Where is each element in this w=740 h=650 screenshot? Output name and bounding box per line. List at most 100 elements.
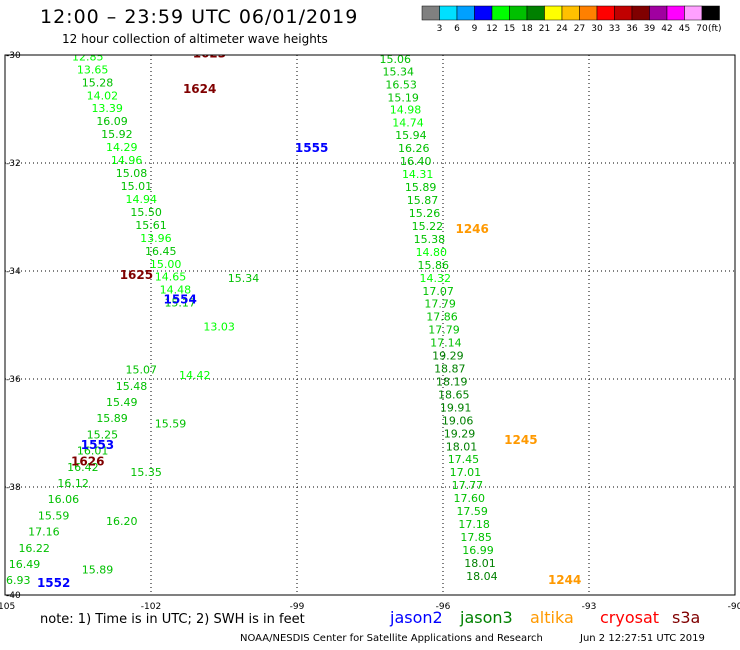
swh-value-label: 15.92 [101,128,133,141]
colorbar-tick-label: 27 [574,24,585,34]
swh-value-label: 17.07 [422,285,454,298]
swh-value-label: 14.94 [126,193,158,206]
legend-s3a: s3a [672,608,701,627]
swh-value-label: 16.53 [385,78,417,91]
swh-value-label: 17.85 [460,531,492,544]
pass-time-label: 1245 [504,433,537,447]
colorbar-swatch [509,5,528,21]
colorbar-swatch [701,5,720,21]
swh-value-label: 14.02 [87,89,119,102]
colorbar-tick-label: 70 [696,24,708,34]
colorbar-tick-label: 36 [626,24,638,34]
swh-value-label: 13.96 [140,232,172,245]
colorbar-tick-label: 21 [539,24,550,34]
x-tick-label: -99 [290,602,305,612]
pass-time-label: 1246 [455,222,488,236]
swh-value-label: 17.77 [452,479,484,492]
colorbar-tick-label: 3 [437,24,443,34]
x-tick-label: -102 [141,602,161,612]
swh-value-label: 14.74 [392,116,424,129]
pass-time-label: 1554 [163,292,196,306]
y-tick-label: -36 [6,375,21,385]
swh-value-label: 18.87 [434,363,466,376]
swh-value-label: 12.85 [72,50,104,63]
swh-value-label: 15.61 [135,219,167,232]
swh-value-label: 14.32 [419,272,451,285]
pass-time-label: 1552 [37,576,70,590]
swh-value-label: 18.04 [466,570,498,583]
swh-value-label: 17.45 [448,453,480,466]
swh-value-label: 18.01 [464,557,496,570]
swh-value-label: 15.89 [96,412,128,425]
swh-value-label: 17.01 [450,466,482,479]
swh-value-label: 17.86 [426,311,458,324]
colorbar-tick-label: 15 [504,24,515,34]
swh-value-label: 15.26 [409,207,441,220]
swh-value-label: 15.86 [418,259,450,272]
swh-value-label: 15.00 [150,258,182,271]
swh-value-label: 15.34 [228,272,260,285]
swh-value-label: 15.19 [387,91,419,104]
swh-value-label: 16.40 [400,155,432,168]
y-tick-label: -38 [6,483,21,493]
x-tick-label: -90 [728,602,740,612]
legend-altika: altika [530,608,574,627]
y-tick-label: -32 [6,159,21,169]
swh-value-label: 15.22 [412,220,444,233]
pass-time-label: 1625 [120,268,153,282]
colorbar-tick-label: 12 [486,24,497,34]
pass-time-label: 1553 [81,438,114,452]
swh-value-label: 15.59 [155,418,187,431]
swh-value-label: 16.20 [106,515,138,528]
y-tick-label: -34 [6,267,21,277]
swh-value-label: 15.89 [82,563,114,576]
colorbar-swatch [631,5,650,21]
swh-value-label: 16.42 [67,461,99,474]
swh-value-label: 15.59 [38,509,70,522]
colorbar-swatch [491,5,510,21]
chart-title: 12:00 – 23:59 UTC 06/01/2019 [40,6,359,28]
swh-value-label: 15.35 [130,466,162,479]
colorbar-swatch [684,5,703,21]
y-tick-label: -40 [6,591,21,601]
colorbar-swatch [579,5,598,21]
swh-value-label: 16.06 [48,493,80,506]
legend-jason2: jason2 [390,608,443,627]
colorbar-swatch [456,5,475,21]
swh-value-label: 14.29 [106,141,138,154]
swh-value-label: 14.96 [111,154,143,167]
colorbar-swatch [439,5,458,21]
pass-time-label: 1626 [71,454,104,468]
swh-value-label: 17.79 [424,298,456,311]
colorbar-tick-label: 33 [609,24,620,34]
swh-value-label: 14.31 [402,168,434,181]
swh-value-label: 15.01 [121,180,153,193]
swh-value-label: 15.89 [405,181,437,194]
colorbar-tick-label: 18 [521,24,533,34]
colorbar-unit: (ft) [708,24,722,34]
swh-value-label: 15.34 [382,66,414,79]
x-tick-label: -105 [0,602,15,612]
data-layer: 15.0615.3416.5315.1914.9814.7415.9416.26… [5,47,581,590]
swh-value-label: 15.06 [380,53,412,66]
swh-value-label: 19.91 [440,401,472,414]
pass-time-label: 1623 [193,47,226,61]
swh-value-label: 16.09 [96,115,128,128]
swh-value-label: 16.22 [18,542,50,555]
swh-value-label: 13.65 [77,63,109,76]
swh-value-label: 14.80 [416,246,448,259]
footer-note: note: 1) Time is in UTC; 2) SWH is in fe… [40,612,305,627]
legend-cryosat: cryosat [600,608,660,627]
swh-value-label: 16.12 [57,477,89,490]
colorbar-swatch [614,5,633,21]
swh-value-label: 15.38 [414,233,446,246]
colorbar-tick-label: 45 [679,24,690,34]
swh-value-label: 16.99 [462,544,494,557]
swh-value-label: 15.87 [407,194,439,207]
swh-value-label: 15.48 [116,380,148,393]
swh-value-label: 17.79 [428,324,460,337]
swh-value-label: 15.17 [164,297,196,310]
swh-value-label: 15.49 [106,396,138,409]
x-tick-label: -96 [436,602,451,612]
